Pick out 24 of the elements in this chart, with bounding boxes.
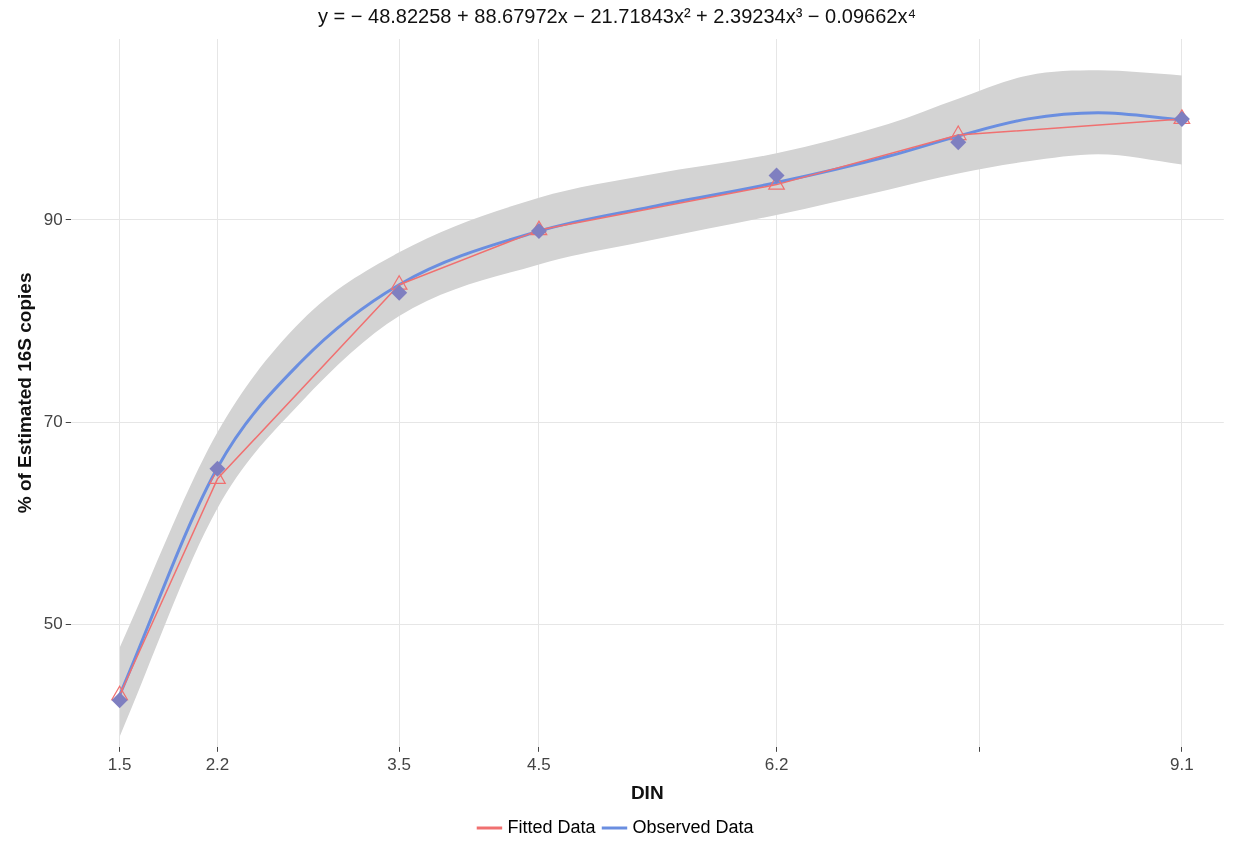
point bbox=[530, 223, 547, 240]
x-tick-label: 9.1 bbox=[1170, 754, 1194, 774]
legend-label: Observed Data bbox=[632, 816, 755, 837]
x-tick-label: 6.2 bbox=[764, 754, 789, 774]
point bbox=[391, 284, 408, 301]
x-tick-label: 2.2 bbox=[205, 754, 230, 774]
point bbox=[209, 460, 226, 477]
x-axis-title: DIN bbox=[630, 781, 664, 803]
chart-title: y = − 48.82258 + 88.67972x − 21.71843x² + 2.39234x³ − 0.09662x⁴ bbox=[318, 4, 916, 27]
point bbox=[111, 685, 129, 701]
legend-label: Fitted Data bbox=[507, 816, 597, 837]
point bbox=[950, 134, 967, 151]
x-tick-label: 3.5 bbox=[387, 754, 411, 774]
point bbox=[768, 167, 785, 184]
y-tick-label: 50 bbox=[43, 614, 63, 634]
y-tick-label: 70 bbox=[43, 411, 63, 431]
point bbox=[530, 220, 548, 236]
x-tick-label: 4.5 bbox=[527, 754, 551, 774]
y-tick-label: 90 bbox=[43, 209, 63, 229]
x-tick-label: 1.5 bbox=[107, 754, 132, 774]
y-axis-title: % of Estimated 16S copies bbox=[13, 272, 35, 514]
point bbox=[390, 275, 408, 290]
point bbox=[111, 692, 128, 709]
point bbox=[949, 125, 967, 141]
